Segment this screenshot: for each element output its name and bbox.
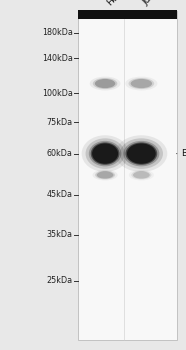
Text: 45kDa: 45kDa (46, 190, 73, 199)
Ellipse shape (92, 144, 118, 164)
Text: 75kDa: 75kDa (46, 118, 73, 127)
Ellipse shape (89, 141, 121, 166)
Ellipse shape (95, 79, 115, 88)
Ellipse shape (125, 77, 157, 90)
Bar (78, 10, 177, 19)
Ellipse shape (82, 135, 129, 172)
Ellipse shape (126, 142, 157, 165)
Ellipse shape (133, 172, 150, 178)
Ellipse shape (116, 135, 167, 172)
Ellipse shape (93, 78, 117, 89)
Ellipse shape (127, 144, 156, 164)
Text: 180kDa: 180kDa (42, 28, 73, 37)
Text: Jurkat: Jurkat (141, 0, 166, 7)
Ellipse shape (92, 169, 118, 181)
Ellipse shape (91, 142, 119, 165)
Ellipse shape (95, 171, 115, 179)
Ellipse shape (129, 78, 154, 89)
Ellipse shape (131, 171, 151, 179)
Text: 60kDa: 60kDa (47, 149, 73, 158)
Text: Beclin 1: Beclin 1 (177, 149, 186, 158)
Ellipse shape (131, 79, 152, 88)
Bar (78, 10, 177, 340)
Text: 140kDa: 140kDa (42, 54, 73, 63)
Text: 35kDa: 35kDa (46, 230, 73, 239)
Ellipse shape (90, 77, 121, 90)
Ellipse shape (86, 138, 125, 169)
Text: 100kDa: 100kDa (42, 89, 73, 98)
Text: HeLa: HeLa (105, 0, 128, 7)
Text: 25kDa: 25kDa (46, 276, 73, 286)
Ellipse shape (123, 141, 159, 166)
Ellipse shape (97, 172, 113, 178)
Ellipse shape (120, 138, 163, 169)
